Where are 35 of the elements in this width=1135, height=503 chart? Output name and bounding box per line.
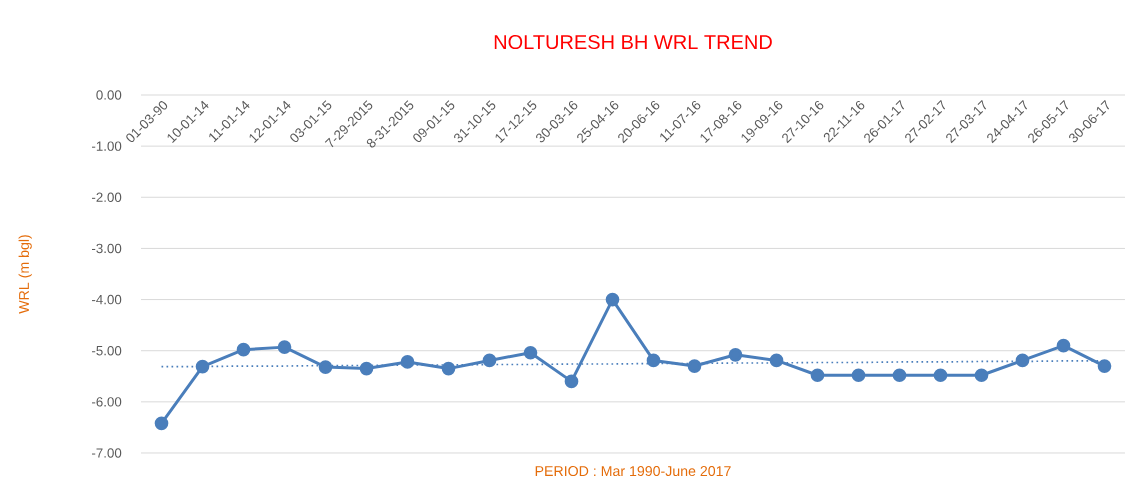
y-tick-label: -7.00	[91, 448, 122, 458]
point	[318, 360, 333, 374]
point	[646, 353, 661, 368]
point	[564, 374, 579, 389]
point	[810, 368, 825, 383]
point	[359, 361, 374, 376]
point	[687, 359, 702, 373]
point	[892, 368, 907, 383]
point	[277, 340, 292, 354]
point	[769, 353, 784, 368]
point	[728, 347, 743, 362]
x-axis-title: PERIOD : Mar 1990-June 2017	[535, 466, 731, 477]
point	[605, 292, 620, 307]
y-tick-label: -4.00	[91, 294, 122, 305]
point	[1097, 359, 1112, 373]
chart-title: NOLTURESH BH WRL TREND	[494, 34, 772, 50]
point	[195, 359, 210, 374]
point	[851, 368, 866, 383]
point	[1015, 353, 1030, 368]
point	[523, 345, 538, 360]
point	[400, 355, 415, 369]
point	[974, 368, 989, 383]
y-tick-label: -5.00	[91, 345, 122, 356]
y-tick-label: -3.00	[91, 243, 122, 254]
point	[441, 361, 456, 376]
y-tick-label: -6.00	[91, 397, 122, 407]
y-axis-title: WRL (m bgl)	[18, 235, 32, 314]
y-tick-label: -1.00	[91, 141, 122, 151]
y-tick-label: 0.00	[96, 90, 122, 100]
point	[154, 416, 169, 431]
y-tick-label: -2.00	[91, 192, 122, 202]
point	[933, 368, 948, 383]
point	[1056, 338, 1071, 353]
point	[236, 342, 251, 357]
point	[482, 353, 497, 368]
